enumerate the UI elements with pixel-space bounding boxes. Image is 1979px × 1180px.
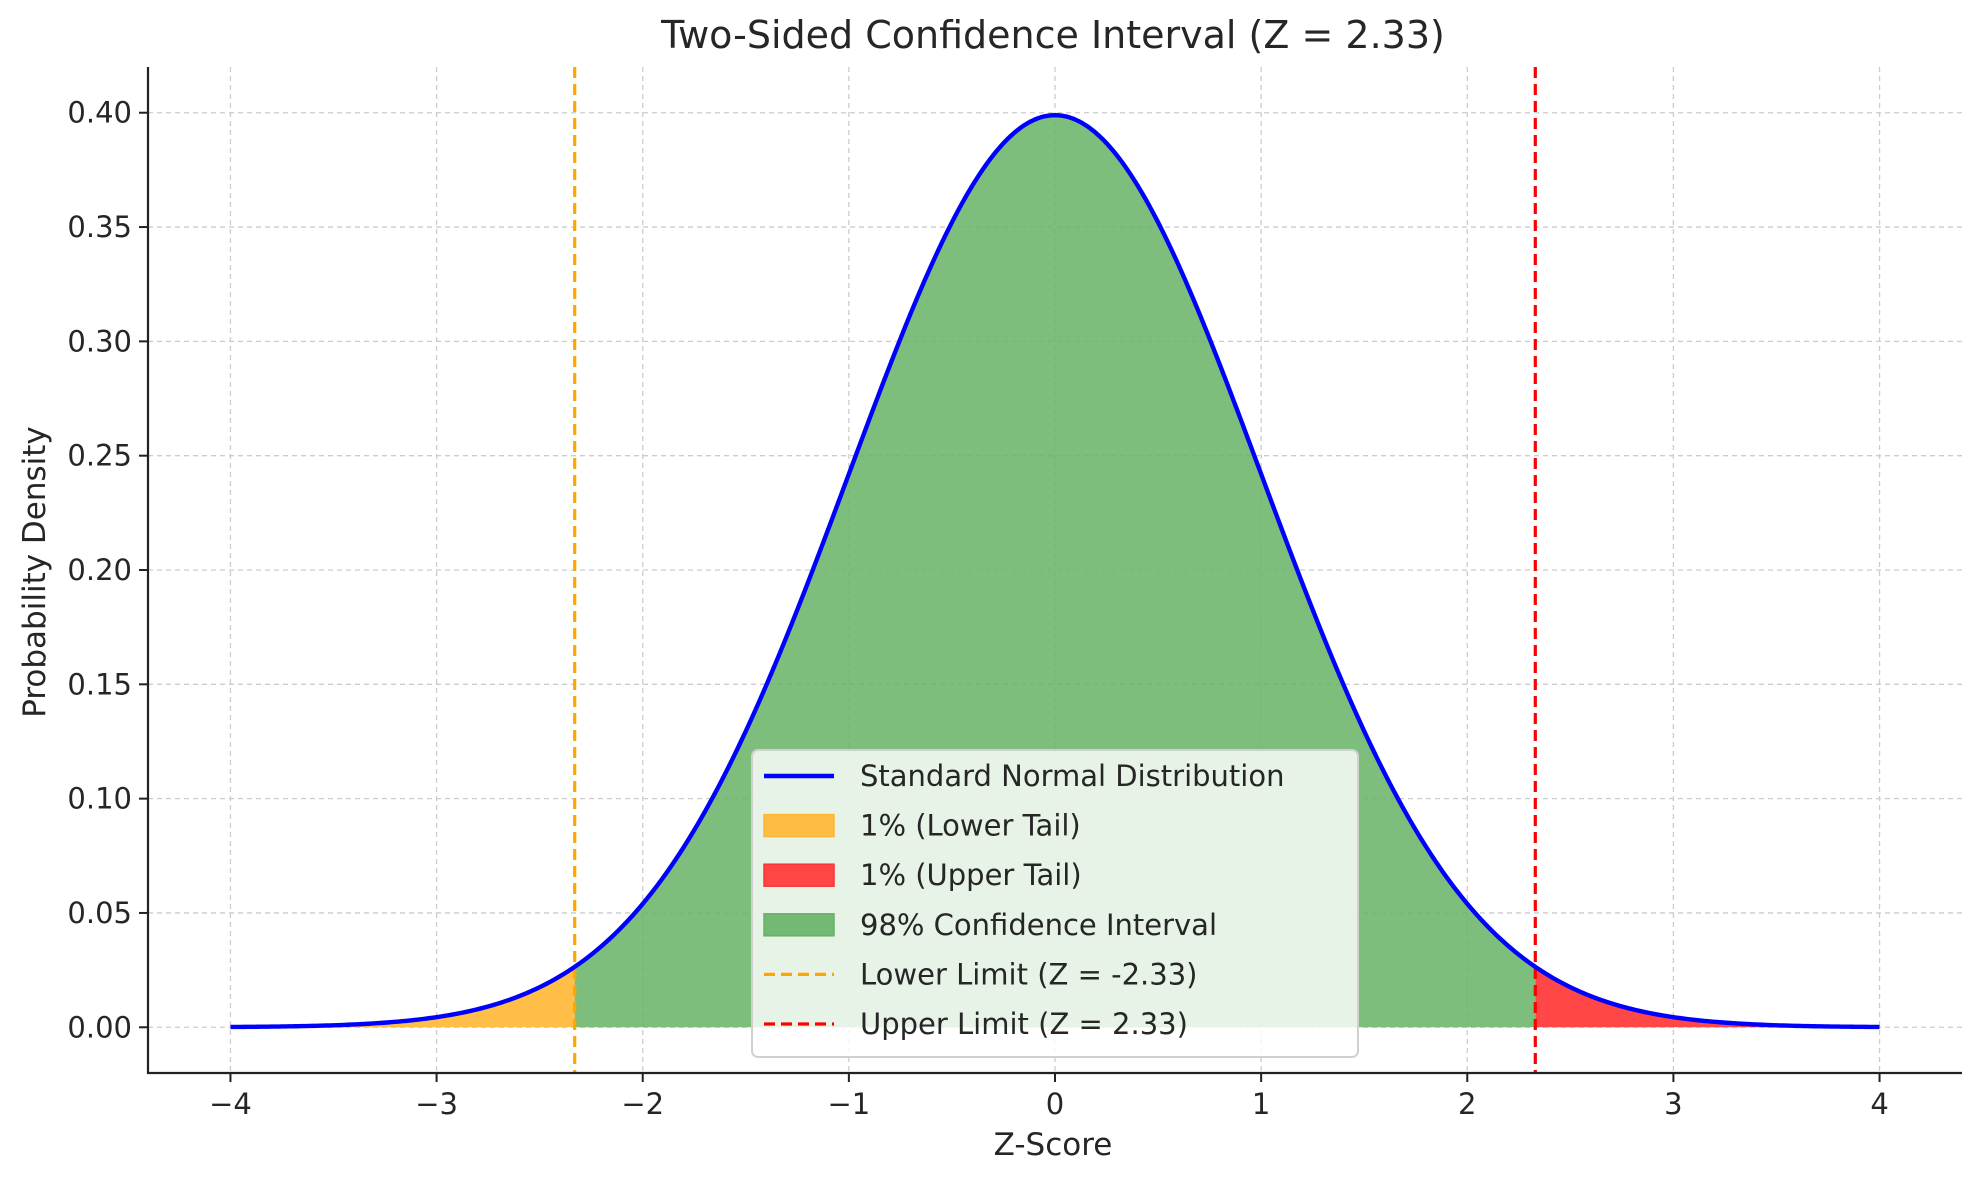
legend-swatch bbox=[763, 863, 835, 887]
x-tick-label: 2 bbox=[1458, 1087, 1476, 1121]
legend-entry-confidence-interval: 98% Confidence Interval bbox=[763, 908, 1217, 942]
x-tick-label: −3 bbox=[415, 1087, 458, 1121]
normal-curve bbox=[230, 112, 1880, 1030]
legend-label: 1% (Lower Tail) bbox=[860, 809, 1081, 843]
y-tick-label: 0.35 bbox=[67, 210, 132, 244]
legend-label: Lower Limit (Z = -2.33) bbox=[860, 957, 1197, 991]
curve-and-limits bbox=[230, 67, 1880, 1073]
legend-entry-lower-limit: Lower Limit (Z = -2.33) bbox=[764, 957, 1197, 991]
legend-entry-normal-curve: Standard Normal Distribution bbox=[764, 759, 1284, 793]
axes: −4 −3 −2 −1 0 1 2 3 4 0.00 0.05 0.10 0.15 0.20 0.25 0.3… bbox=[67, 67, 1962, 1121]
y-tick-label: 0.15 bbox=[67, 667, 132, 701]
chart-title: Two-Sided Confidence Interval (Z = 2.33) bbox=[660, 13, 1445, 57]
legend-entry-upper-limit: Upper Limit (Z = 2.33) bbox=[764, 1007, 1188, 1041]
legend: Standard Normal Distribution 1% (Lower Ta… bbox=[751, 749, 1359, 1058]
lower-tail-area bbox=[230, 966, 575, 1028]
legend-box bbox=[751, 749, 1359, 1058]
legend-label: Upper Limit (Z = 2.33) bbox=[860, 1007, 1188, 1041]
legend-label: Standard Normal Distribution bbox=[860, 759, 1284, 793]
x-tick-label: 3 bbox=[1664, 1087, 1682, 1121]
x-tick-label: −1 bbox=[827, 1087, 870, 1121]
y-tick-label: 0.05 bbox=[67, 896, 132, 930]
axis-spines bbox=[146, 67, 1962, 1075]
y-tick-label: 0.25 bbox=[67, 439, 132, 473]
y-tick-label: 0.30 bbox=[67, 324, 132, 358]
x-tick-label: 1 bbox=[1252, 1087, 1270, 1121]
upper-tail-area bbox=[1535, 966, 1880, 1028]
x-tick-label: −4 bbox=[209, 1087, 252, 1121]
y-axis-label: Probability Density bbox=[17, 426, 53, 718]
x-tick-label: 0 bbox=[1046, 1087, 1064, 1121]
y-tick-label: 0.40 bbox=[67, 96, 132, 130]
legend-label: 1% (Upper Tail) bbox=[860, 858, 1082, 892]
legend-entry-lower-tail: 1% (Lower Tail) bbox=[763, 809, 1081, 843]
y-tick-label: 0.20 bbox=[67, 553, 132, 587]
legend-label: 98% Confidence Interval bbox=[860, 908, 1217, 942]
legend-swatch bbox=[763, 813, 835, 838]
y-tick-label: 0.00 bbox=[67, 1010, 132, 1044]
x-axis-label: Z-Score bbox=[994, 1127, 1113, 1163]
legend-swatch bbox=[763, 913, 835, 937]
y-tick-label: 0.10 bbox=[67, 782, 132, 816]
legend-entry-upper-tail: 1% (Upper Tail) bbox=[763, 858, 1082, 892]
x-tick-label: −2 bbox=[621, 1087, 664, 1121]
x-tick-label: 4 bbox=[1870, 1087, 1888, 1121]
